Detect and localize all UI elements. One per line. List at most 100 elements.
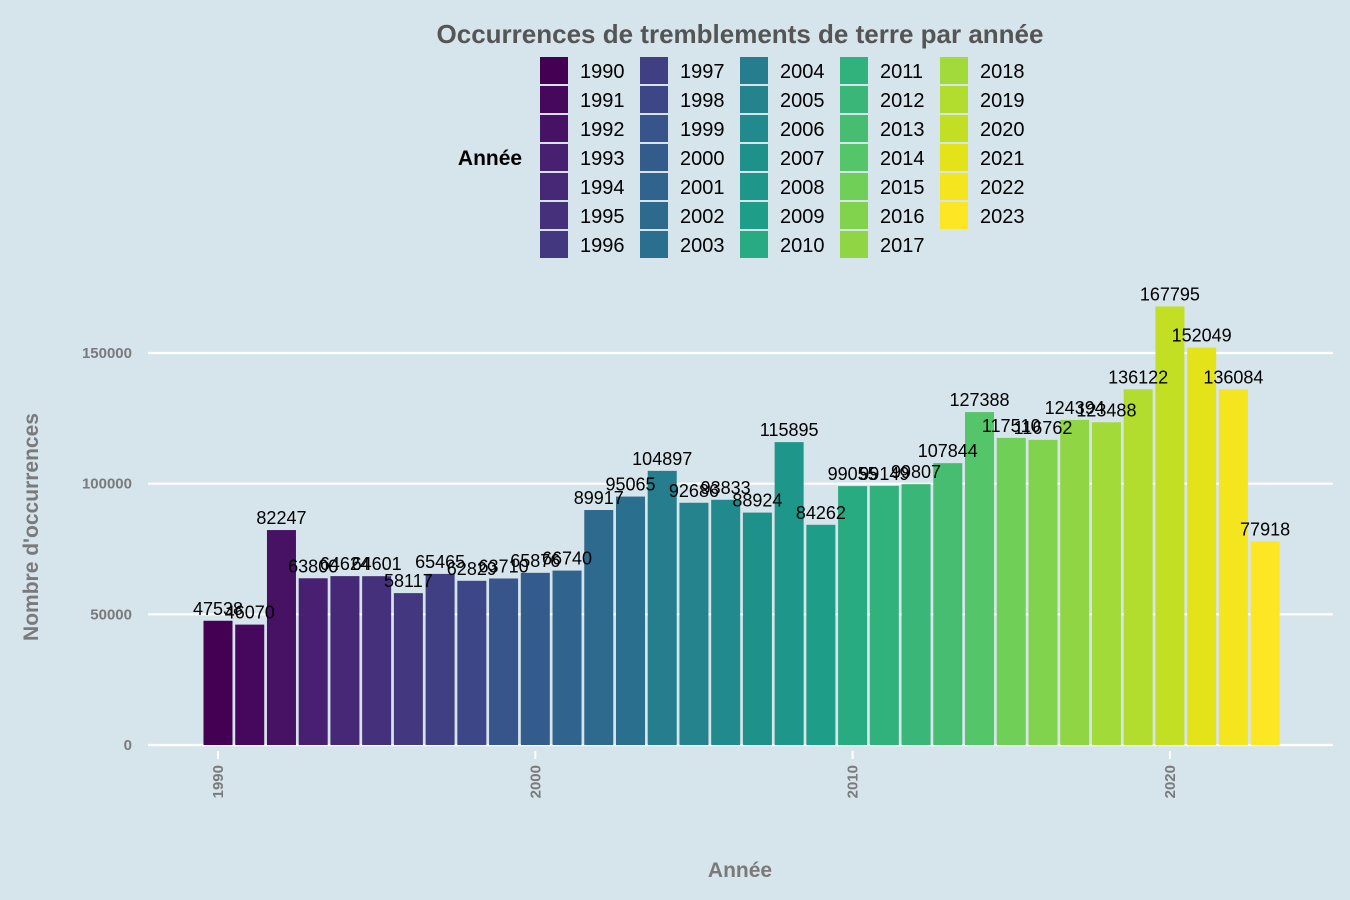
legend-key-2019 — [940, 86, 968, 113]
data-label-1993: 63800 — [288, 556, 338, 576]
legend-key-2003 — [640, 231, 668, 258]
legend-key-2014 — [840, 144, 868, 171]
legend-label-1995: 1995 — [580, 206, 625, 228]
legend-key-2015 — [840, 173, 868, 200]
chart-title: Occurrences de tremblements de terre par… — [437, 19, 1044, 49]
data-label-2011: 99149 — [859, 464, 909, 484]
legend-label-1991: 1991 — [580, 90, 625, 112]
bar-1991 — [235, 624, 265, 745]
data-label-1992: 82247 — [256, 508, 306, 528]
legend-label-2023: 2023 — [980, 206, 1025, 228]
legend-label-2019: 2019 — [980, 90, 1025, 112]
bar-2023 — [1250, 541, 1280, 745]
data-label-2001: 66740 — [542, 549, 592, 569]
legend-key-1991 — [540, 86, 568, 113]
y-axis-title: Nombre d'occurrences — [20, 413, 43, 641]
bar-2002 — [584, 510, 614, 745]
data-label-2003: 95065 — [605, 475, 655, 495]
data-label-2018: 123488 — [1076, 400, 1136, 420]
legend-key-2021 — [940, 144, 968, 171]
data-label-2004: 104897 — [632, 449, 692, 469]
legend-key-2007 — [740, 144, 768, 171]
data-label-1999: 63710 — [479, 557, 529, 577]
x-tick-label: 1990 — [210, 765, 227, 798]
x-axis-title: Année — [708, 859, 772, 882]
legend-label-2008: 2008 — [780, 177, 825, 199]
legend-label-1990: 1990 — [580, 61, 625, 83]
data-label-1994: 64624 — [320, 554, 370, 574]
legend-key-1999 — [640, 115, 668, 142]
legend-key-2004 — [740, 57, 768, 84]
bar-1996 — [393, 593, 423, 745]
data-label-2012: 99807 — [891, 462, 941, 482]
legend-label-2009: 2009 — [780, 206, 825, 228]
legend-title: Année — [458, 147, 522, 170]
x-axis-ticks: 1990 2000 2010 2020 — [210, 751, 1179, 798]
legend-label-2014: 2014 — [880, 148, 925, 170]
bar-1995 — [362, 576, 392, 745]
data-label-2005: 92686 — [669, 481, 719, 501]
bar-2018 — [1091, 422, 1121, 745]
legend-key-1996 — [540, 231, 568, 258]
x-tick-label: 2010 — [845, 765, 862, 798]
legend-label-2005: 2005 — [780, 90, 825, 112]
legend-key-1997 — [640, 57, 668, 84]
bar-2007 — [742, 512, 772, 745]
legend-label-1996: 1996 — [580, 235, 625, 257]
legend-label-2011: 2011 — [880, 61, 923, 83]
bar-1993 — [298, 578, 328, 745]
legend-key-2012 — [840, 86, 868, 113]
data-label-2006: 93833 — [701, 478, 751, 498]
y-tick-label: 50000 — [90, 606, 132, 623]
bar-2001 — [552, 570, 582, 745]
legend-label-2017: 2017 — [880, 235, 925, 257]
legend-label-2012: 2012 — [880, 90, 925, 112]
legend-label-2010: 2010 — [780, 235, 825, 257]
data-label-2022: 136084 — [1203, 367, 1263, 387]
bar-2017 — [1060, 419, 1090, 745]
legend-key-2008 — [740, 173, 768, 200]
legend-key-2018 — [940, 57, 968, 84]
bar-2009 — [806, 524, 836, 745]
legend-key-2001 — [640, 173, 668, 200]
legend-label-2007: 2007 — [780, 148, 825, 170]
legend-label-1994: 1994 — [580, 177, 625, 199]
data-label-2009: 84262 — [796, 503, 846, 523]
legend-key-1993 — [540, 144, 568, 171]
data-label-2020: 167795 — [1140, 284, 1200, 304]
legend-key-1990 — [540, 57, 568, 84]
legend-key-2011 — [840, 57, 868, 84]
data-label-2021: 152049 — [1172, 326, 1232, 346]
legend-label-2016: 2016 — [880, 206, 925, 228]
legend-key-2022 — [940, 173, 968, 200]
bar-1997 — [425, 573, 455, 745]
y-tick-label: 100000 — [82, 476, 132, 493]
bar-2006 — [711, 499, 741, 745]
bar-1992 — [266, 530, 296, 745]
legend-label-2004: 2004 — [780, 61, 825, 83]
bar-2011 — [869, 485, 899, 745]
bar-1994 — [330, 576, 360, 745]
legend-key-1992 — [540, 115, 568, 142]
data-label-1996: 58117 — [384, 571, 433, 591]
bar-1990 — [203, 620, 233, 745]
bar-2021 — [1187, 347, 1217, 745]
legend-key-2013 — [840, 115, 868, 142]
data-label-2002: 89917 — [574, 488, 624, 508]
data-label-2023: 77918 — [1240, 519, 1290, 539]
bar-2012 — [901, 484, 931, 745]
bar-2000 — [520, 572, 550, 745]
data-label-2016: 116762 — [1014, 418, 1073, 438]
legend-label-2003: 2003 — [680, 235, 725, 257]
bar-2014 — [965, 412, 995, 745]
data-label-1998: 62829 — [447, 559, 497, 579]
data-label-2008: 115895 — [760, 420, 819, 440]
bar-2010 — [838, 486, 868, 745]
bar-1999 — [489, 578, 519, 745]
bar-2005 — [679, 502, 709, 745]
y-tick-label: 150000 — [82, 345, 132, 362]
legend-key-2002 — [640, 202, 668, 229]
data-label-2007: 88924 — [732, 491, 782, 511]
